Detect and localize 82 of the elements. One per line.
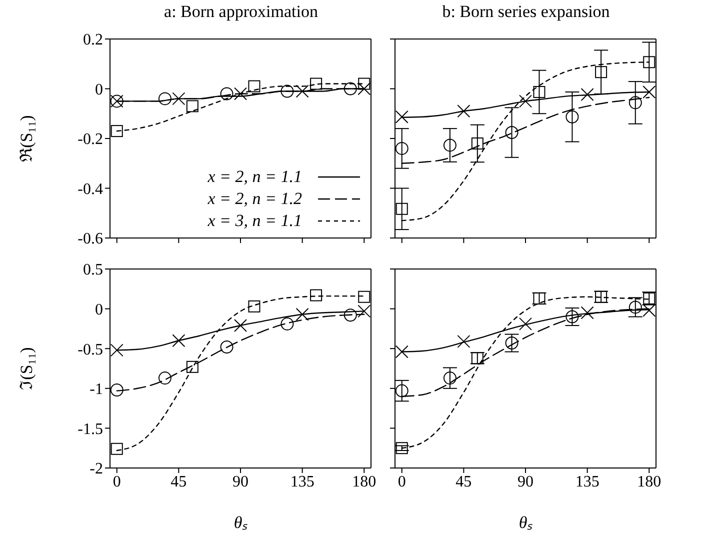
point — [344, 82, 357, 96]
point — [234, 319, 247, 332]
point — [280, 84, 294, 98]
point — [158, 372, 172, 385]
point — [628, 300, 642, 314]
legend-label: x = 2, n = 1.2 — [208, 188, 302, 210]
point — [358, 78, 370, 90]
point — [642, 304, 656, 317]
point — [186, 100, 198, 112]
point — [457, 334, 470, 348]
point — [110, 344, 124, 357]
point — [358, 304, 371, 318]
y-tick-label: 0 — [95, 81, 103, 98]
y-tick-label: -1 — [90, 381, 103, 398]
point — [519, 94, 532, 108]
point — [580, 88, 594, 101]
point — [395, 384, 408, 398]
y-tick-label: 0.2 — [83, 32, 103, 49]
x-axis-title: θₛ — [518, 513, 534, 532]
point — [310, 289, 322, 302]
y-tick-label: 0.5 — [83, 262, 103, 279]
point — [344, 308, 357, 322]
point — [110, 125, 123, 138]
point — [358, 82, 371, 96]
point — [595, 66, 608, 78]
point — [443, 138, 456, 152]
y-tick-label: -0.5 — [78, 341, 103, 358]
chart-title: b: Born series expansion — [441, 2, 611, 22]
y-tick-label: -0.2 — [78, 131, 103, 148]
legend-label: x = 3, n = 1.1 — [208, 210, 302, 232]
point — [110, 442, 123, 455]
point — [310, 78, 322, 90]
point — [566, 110, 579, 124]
x-tick-label: 45 — [456, 473, 472, 490]
point — [220, 340, 234, 354]
point — [280, 317, 294, 330]
y-tick-label: -1.5 — [78, 420, 103, 438]
point — [471, 137, 484, 150]
legend-label: x = 2, n = 1.1 — [208, 166, 302, 188]
x-tick-label: 135 — [575, 473, 600, 490]
point — [642, 85, 656, 98]
point — [248, 80, 260, 92]
point — [457, 104, 470, 118]
x-tick-label: 90 — [232, 473, 248, 490]
point — [505, 126, 518, 140]
point — [172, 92, 186, 106]
y-tick-label: 0 — [95, 301, 103, 318]
point — [519, 317, 532, 330]
x-axis-title: θₛ — [234, 513, 248, 532]
point — [186, 360, 198, 373]
x-tick-label: 135 — [290, 473, 314, 490]
point — [172, 334, 186, 348]
point — [296, 308, 309, 321]
point — [533, 86, 546, 98]
y-tick-label: -0.4 — [78, 180, 103, 198]
point — [643, 56, 656, 68]
point — [220, 87, 234, 100]
point — [395, 110, 408, 124]
x-tick-label: 0 — [112, 473, 121, 490]
point — [158, 92, 172, 106]
y-tick-label: -0.6 — [78, 230, 103, 248]
point — [505, 336, 518, 350]
point — [296, 84, 309, 98]
x-tick-label: 45 — [170, 473, 187, 490]
point — [110, 383, 124, 396]
x-tick-label: 180 — [637, 473, 662, 490]
point — [566, 310, 579, 324]
point — [358, 290, 370, 303]
x-tick-label: 0 — [398, 473, 406, 490]
point — [395, 142, 408, 155]
point — [248, 300, 260, 312]
y-tick-label: -2 — [90, 460, 103, 478]
point — [396, 202, 408, 215]
point — [443, 372, 456, 385]
point — [234, 87, 247, 100]
x-tick-label: 180 — [352, 473, 376, 490]
point — [396, 442, 408, 454]
y-axis-title: ℑ(S₁₁) — [17, 347, 36, 390]
y-axis-title: ℜ(S₁₁) — [17, 115, 36, 162]
x-tick-label: 90 — [518, 473, 534, 490]
point — [628, 96, 642, 110]
chart-title: a: Born approximation — [163, 2, 319, 22]
